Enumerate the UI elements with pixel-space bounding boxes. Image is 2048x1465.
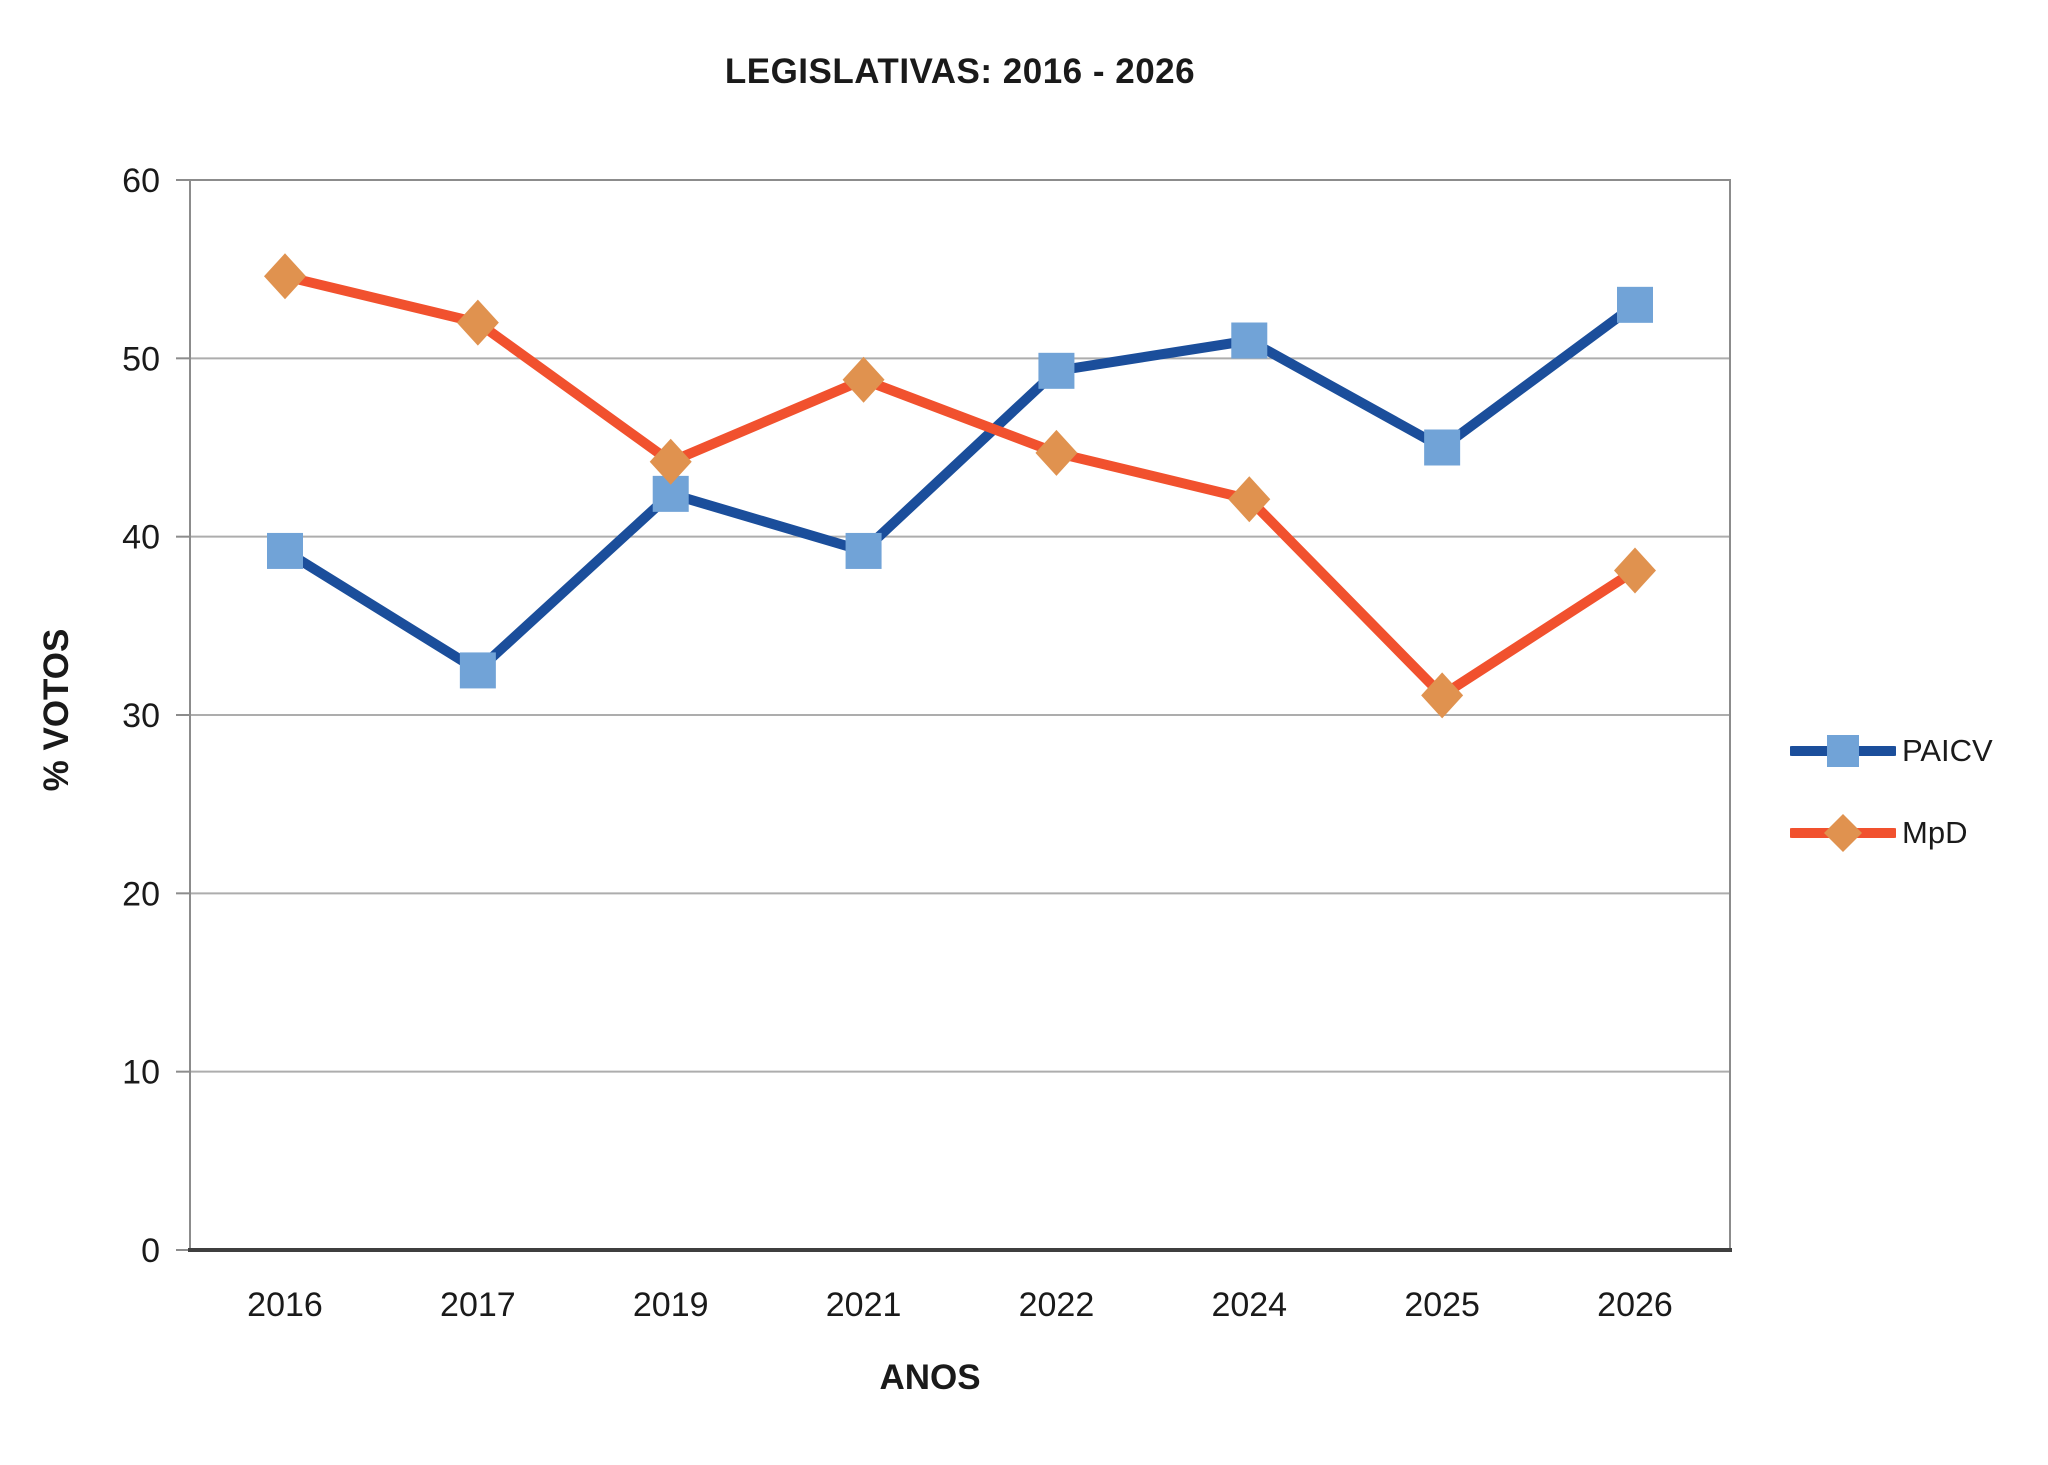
x-tick-label: 2019 <box>633 1286 709 1324</box>
data-point-marker <box>842 356 885 403</box>
data-point-marker <box>845 532 882 569</box>
data-point-marker <box>1231 322 1268 359</box>
data-point-marker <box>1617 286 1653 323</box>
legend-item-mpd: MpD <box>1790 810 1993 856</box>
x-tick-label: 2025 <box>1404 1286 1480 1324</box>
legend-item-paicv: PAICV <box>1790 728 1993 774</box>
data-point-marker <box>1228 476 1271 523</box>
data-point-marker <box>1038 352 1075 389</box>
x-tick-label: 2024 <box>1211 1286 1287 1324</box>
y-tick-label: 40 <box>122 519 160 557</box>
y-tick-label: 10 <box>122 1054 160 1092</box>
data-point-marker <box>1035 429 1078 476</box>
y-tick-label: 60 <box>122 162 160 200</box>
chart-title: LEGISLATIVAS: 2016 - 2026 <box>724 52 1196 91</box>
legend-marker-mpd-icon <box>1790 814 1896 852</box>
series-line-paicv <box>282 300 1638 677</box>
data-point-marker <box>264 253 306 300</box>
x-axis-title: ANOS <box>879 1358 981 1397</box>
y-tick-label: 30 <box>122 697 160 735</box>
data-point-marker <box>459 652 496 689</box>
x-tick-label: 2022 <box>1019 1286 1095 1324</box>
legend-label-paicv: PAICV <box>1902 733 1993 768</box>
data-point-marker <box>456 299 499 346</box>
series-line-mpd <box>283 271 1638 702</box>
x-tick-label: 2026 <box>1597 1286 1673 1324</box>
data-point-marker <box>1614 547 1656 594</box>
x-tick-label: 2021 <box>826 1286 902 1324</box>
legend-label-mpd: MpD <box>1902 815 1968 850</box>
legend: PAICV MpD <box>1790 728 1993 856</box>
x-tick-label: 2017 <box>440 1286 516 1324</box>
x-tick-label: 2016 <box>247 1286 323 1324</box>
data-point-marker <box>649 438 692 485</box>
y-tick-label: 0 <box>141 1232 160 1270</box>
legend-marker-paicv-icon <box>1790 735 1896 767</box>
y-tick-label: 50 <box>122 340 160 378</box>
data-point-marker <box>1421 672 1464 719</box>
data-point-marker <box>267 532 303 569</box>
y-tick-label: 20 <box>122 875 160 913</box>
data-point-marker <box>1424 429 1461 466</box>
